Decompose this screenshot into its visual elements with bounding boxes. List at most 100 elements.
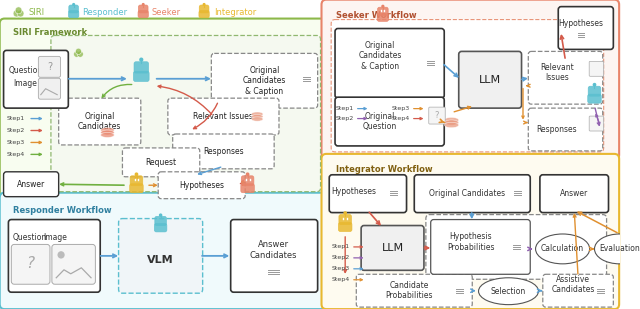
- FancyBboxPatch shape: [589, 61, 604, 76]
- Ellipse shape: [444, 117, 459, 123]
- Circle shape: [382, 5, 384, 7]
- FancyBboxPatch shape: [356, 274, 472, 307]
- FancyBboxPatch shape: [543, 274, 613, 307]
- FancyBboxPatch shape: [118, 218, 203, 293]
- FancyBboxPatch shape: [4, 172, 59, 197]
- FancyBboxPatch shape: [69, 5, 79, 13]
- Text: Image: Image: [44, 234, 67, 243]
- Circle shape: [77, 51, 83, 57]
- FancyBboxPatch shape: [528, 51, 603, 104]
- FancyBboxPatch shape: [68, 11, 79, 18]
- FancyBboxPatch shape: [339, 222, 352, 231]
- FancyBboxPatch shape: [414, 175, 530, 213]
- FancyBboxPatch shape: [331, 19, 604, 152]
- FancyBboxPatch shape: [173, 134, 274, 169]
- FancyBboxPatch shape: [540, 175, 609, 213]
- Ellipse shape: [252, 117, 263, 121]
- Ellipse shape: [595, 234, 640, 264]
- FancyBboxPatch shape: [0, 193, 326, 309]
- Text: Step2: Step2: [7, 128, 25, 133]
- FancyBboxPatch shape: [211, 53, 317, 108]
- FancyBboxPatch shape: [158, 172, 245, 199]
- Ellipse shape: [100, 128, 114, 133]
- Text: Original Candidates: Original Candidates: [429, 189, 505, 198]
- FancyBboxPatch shape: [321, 0, 619, 160]
- Text: Seeker Workflow: Seeker Workflow: [335, 11, 416, 19]
- Circle shape: [17, 10, 24, 17]
- FancyBboxPatch shape: [429, 107, 445, 124]
- Text: Hypotheses: Hypotheses: [332, 187, 376, 196]
- Circle shape: [344, 212, 346, 214]
- Text: Request: Request: [145, 158, 177, 167]
- FancyBboxPatch shape: [241, 184, 254, 193]
- Ellipse shape: [444, 120, 459, 125]
- Text: Calculation: Calculation: [541, 244, 584, 253]
- Text: Responder: Responder: [83, 8, 127, 17]
- FancyBboxPatch shape: [528, 108, 603, 151]
- Text: Hypotheses: Hypotheses: [179, 181, 224, 190]
- Circle shape: [143, 4, 144, 5]
- Text: Image: Image: [13, 79, 37, 88]
- FancyBboxPatch shape: [8, 220, 100, 292]
- Text: Question: Question: [8, 66, 42, 75]
- FancyBboxPatch shape: [134, 62, 148, 73]
- Text: SIRI: SIRI: [28, 8, 44, 17]
- FancyBboxPatch shape: [138, 5, 148, 13]
- Text: ?: ?: [26, 256, 34, 271]
- Circle shape: [13, 10, 20, 17]
- Text: LLM: LLM: [479, 75, 501, 85]
- Text: Integrator Workflow: Integrator Workflow: [335, 165, 432, 174]
- Ellipse shape: [252, 112, 263, 116]
- Text: VLM: VLM: [147, 255, 174, 265]
- FancyBboxPatch shape: [431, 220, 530, 274]
- Ellipse shape: [444, 122, 459, 128]
- Text: Selection: Selection: [491, 287, 526, 296]
- Text: Responder Workflow: Responder Workflow: [13, 205, 111, 215]
- Text: Assistive
Candidates: Assistive Candidates: [552, 275, 595, 294]
- FancyBboxPatch shape: [130, 176, 143, 186]
- FancyBboxPatch shape: [52, 244, 95, 284]
- Ellipse shape: [100, 133, 114, 138]
- FancyBboxPatch shape: [230, 220, 317, 292]
- Ellipse shape: [100, 130, 114, 135]
- Circle shape: [15, 7, 22, 14]
- FancyBboxPatch shape: [335, 97, 444, 146]
- Text: Answer: Answer: [560, 189, 588, 198]
- FancyBboxPatch shape: [588, 86, 601, 96]
- FancyBboxPatch shape: [589, 116, 604, 131]
- Circle shape: [76, 48, 81, 54]
- FancyBboxPatch shape: [361, 226, 424, 270]
- FancyBboxPatch shape: [168, 98, 279, 135]
- FancyBboxPatch shape: [4, 50, 68, 108]
- FancyBboxPatch shape: [155, 216, 166, 226]
- Text: Evaluation: Evaluation: [599, 244, 640, 253]
- Text: LLM: LLM: [381, 243, 404, 253]
- FancyBboxPatch shape: [241, 176, 254, 186]
- Text: Candidate
Probabilities: Candidate Probabilities: [385, 281, 433, 300]
- Circle shape: [58, 252, 64, 258]
- FancyBboxPatch shape: [459, 51, 522, 108]
- Text: Integrator: Integrator: [214, 8, 256, 17]
- Text: Original
Question: Original Question: [363, 112, 397, 131]
- Ellipse shape: [479, 278, 538, 305]
- Circle shape: [593, 83, 596, 86]
- Circle shape: [140, 58, 143, 61]
- FancyBboxPatch shape: [339, 214, 351, 225]
- Circle shape: [204, 4, 205, 5]
- Text: Answer
Candidates: Answer Candidates: [250, 240, 298, 260]
- FancyBboxPatch shape: [154, 223, 167, 232]
- FancyBboxPatch shape: [426, 214, 607, 279]
- FancyBboxPatch shape: [558, 6, 613, 49]
- FancyBboxPatch shape: [199, 11, 209, 18]
- FancyBboxPatch shape: [329, 175, 406, 213]
- FancyBboxPatch shape: [38, 56, 61, 77]
- Text: Hypothesis
Probabilities: Hypothesis Probabilities: [447, 232, 495, 252]
- Text: Original
Candidates
& Caption: Original Candidates & Caption: [243, 66, 286, 96]
- FancyBboxPatch shape: [199, 5, 209, 13]
- FancyBboxPatch shape: [59, 98, 141, 145]
- FancyBboxPatch shape: [588, 94, 601, 103]
- FancyBboxPatch shape: [138, 11, 148, 18]
- Text: Responses: Responses: [203, 147, 244, 156]
- Text: ?: ?: [435, 111, 439, 120]
- FancyBboxPatch shape: [51, 36, 321, 192]
